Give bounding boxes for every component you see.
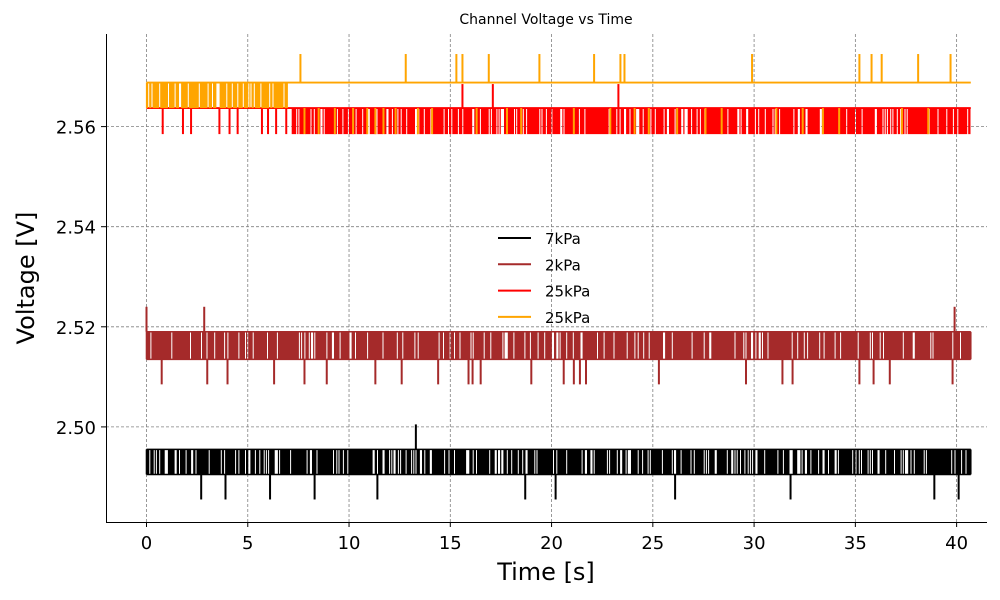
legend-label: 2kPa <box>545 256 581 274</box>
y-tick-label: 2.54 <box>56 218 96 239</box>
series-band <box>145 331 971 360</box>
y-tick-label: 2.50 <box>56 418 96 439</box>
series-band <box>145 449 971 475</box>
y-tick-label: 2.56 <box>56 118 96 139</box>
x-tick-label: 5 <box>242 533 253 554</box>
chart-title: Channel Voltage vs Time <box>459 12 632 28</box>
legend-label: 25kPa <box>545 309 590 327</box>
y-axis-title: Voltage [V] <box>12 212 40 345</box>
x-tick-label: 10 <box>338 533 361 554</box>
x-tick-label: 20 <box>540 533 563 554</box>
series-band <box>291 108 971 135</box>
x-axis-title: Time [s] <box>496 558 595 586</box>
x-tick-label: 0 <box>141 533 152 554</box>
legend-label: 25kPa <box>545 283 590 301</box>
x-tick-label: 40 <box>945 533 968 554</box>
x-tick-label: 15 <box>439 533 462 554</box>
legend: 7kPa 2kPa 25kPa 25kPa <box>498 230 590 327</box>
x-tick-label: 35 <box>844 533 867 554</box>
x-tick-label: 30 <box>743 533 766 554</box>
series-7kPa-0 <box>145 424 972 500</box>
x-tick-label: 25 <box>641 533 664 554</box>
series-2kPa-1 <box>145 306 972 385</box>
series-layer <box>145 54 972 500</box>
legend-label: 7kPa <box>545 230 581 248</box>
series-band <box>145 82 288 109</box>
axes <box>106 34 987 523</box>
series-25kPa-3 <box>145 54 971 135</box>
y-tick-label: 2.52 <box>56 318 96 339</box>
ticks: 0 5 10 15 20 25 30 35 40 2.50 2.52 2.54 2.56 <box>56 118 968 554</box>
